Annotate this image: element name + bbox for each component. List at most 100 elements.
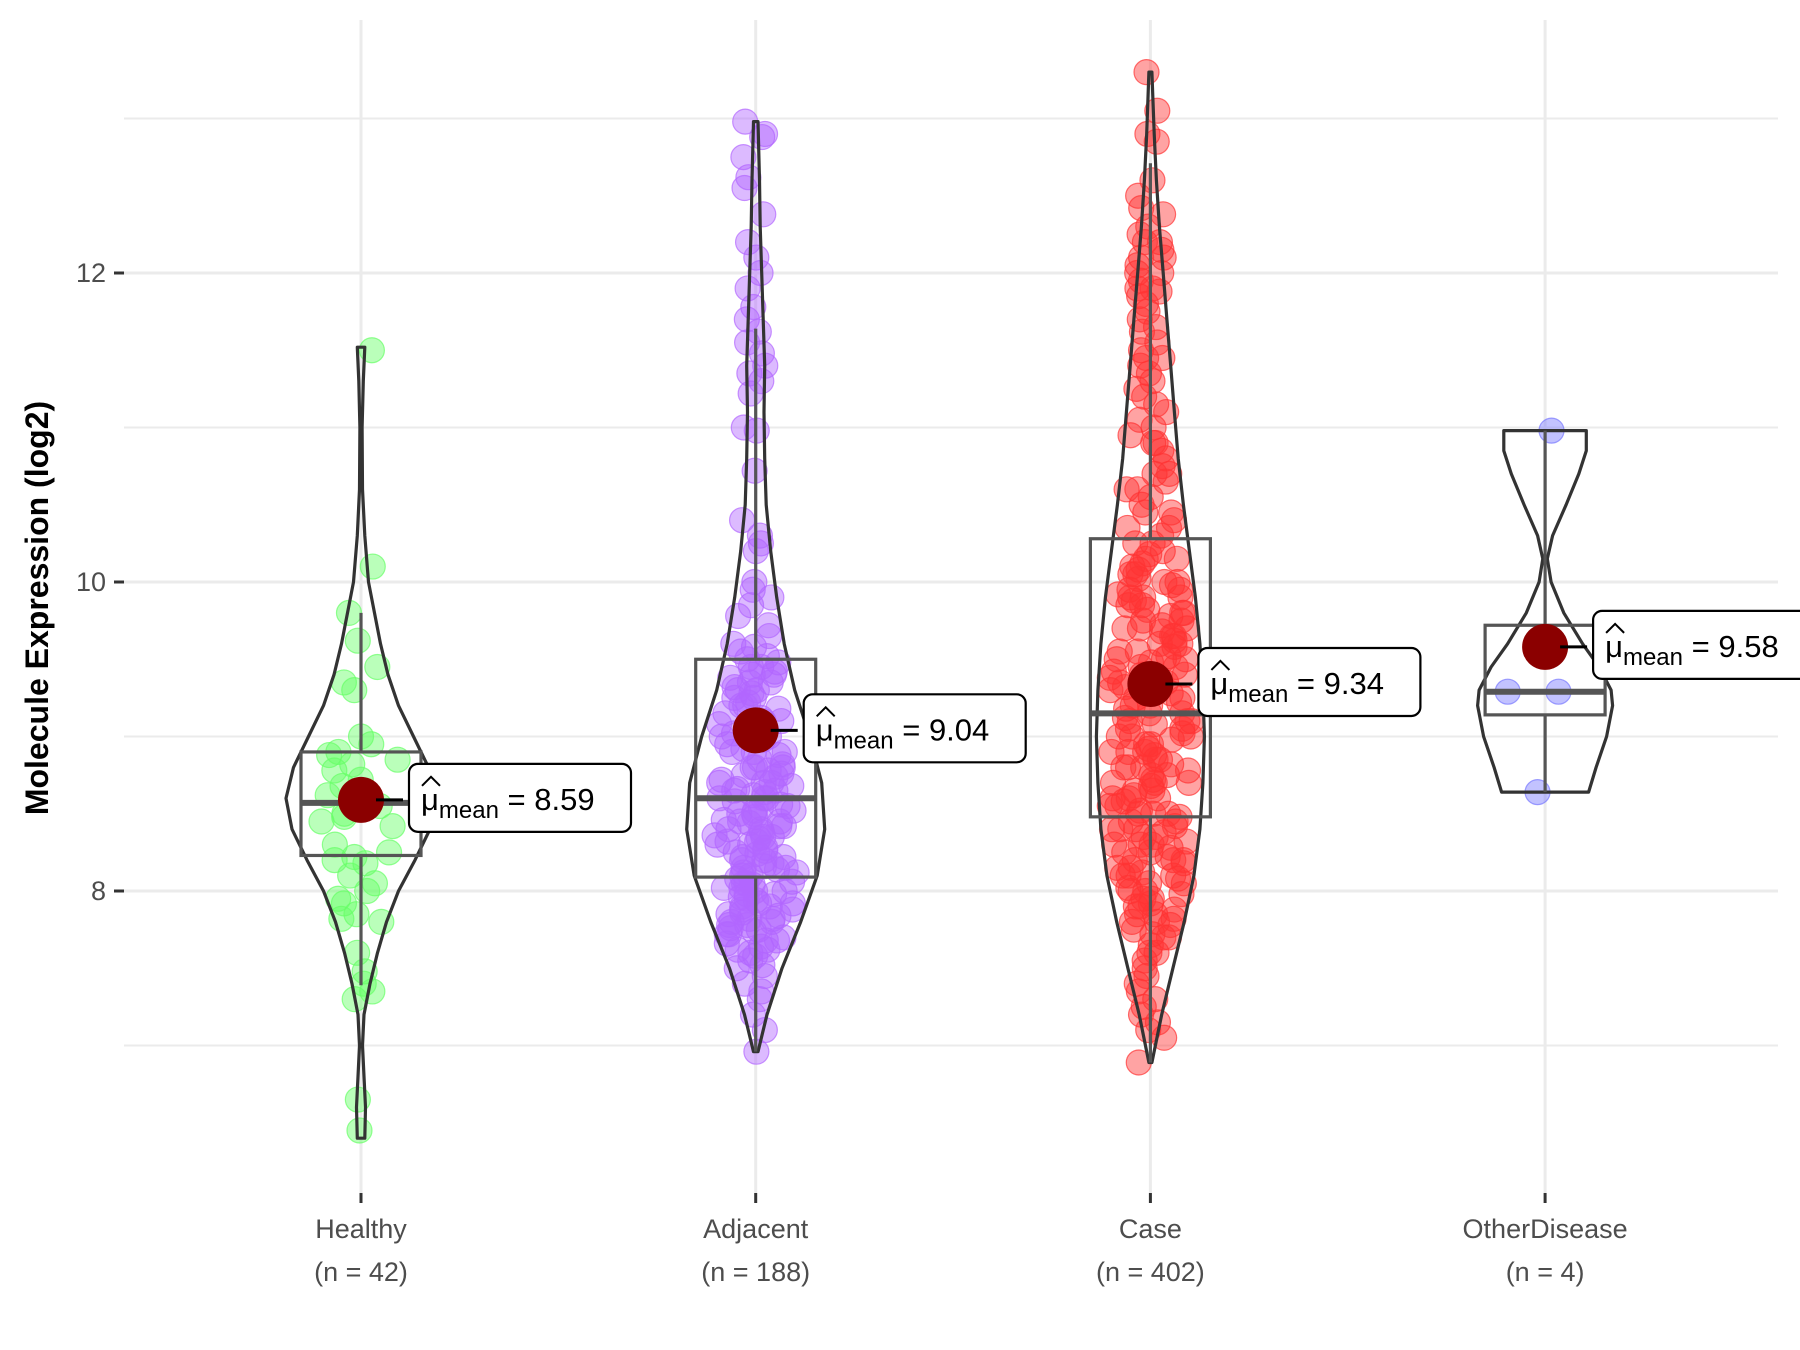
mean-label-box	[1592, 609, 1800, 680]
data-point	[1124, 638, 1151, 665]
data-point	[704, 831, 731, 858]
data-point	[375, 839, 403, 866]
data-point	[343, 901, 370, 928]
mean-value: = 9.34	[1288, 666, 1384, 701]
data-point	[321, 757, 348, 784]
data-point	[730, 144, 757, 171]
data-point	[354, 877, 381, 905]
data-point	[706, 769, 733, 796]
data-point	[1167, 576, 1194, 603]
data-point	[1142, 313, 1170, 341]
x-tick-label: Adjacent	[703, 1214, 809, 1244]
mean-label-text: μmean = 9.58	[1605, 629, 1779, 671]
mean-label-box	[407, 762, 633, 833]
data-point	[730, 762, 757, 789]
data-point	[1175, 769, 1202, 796]
data-point	[1158, 622, 1186, 650]
data-point	[1167, 584, 1194, 611]
jitter-points	[308, 337, 411, 1144]
group-otherdisease: μmean = 9.58	[1476, 417, 1800, 806]
hat-accent-icon	[1210, 659, 1231, 671]
data-point	[1126, 615, 1154, 642]
group-case: μmean = 9.34	[1088, 59, 1422, 1076]
data-point	[1170, 846, 1197, 874]
mean-subscript: mean	[834, 727, 894, 754]
data-point	[779, 890, 806, 917]
mu-symbol: μ	[1210, 666, 1228, 701]
data-point	[736, 905, 763, 932]
data-point	[1132, 545, 1159, 572]
group-adjacent: μmean = 9.04	[685, 108, 1027, 1065]
data-point	[1146, 746, 1174, 773]
x-tick-n-label: (n = 42)	[314, 1257, 408, 1287]
data-point	[1105, 723, 1132, 750]
mu-symbol: μ	[816, 712, 834, 747]
data-point	[1109, 862, 1136, 889]
hat-accent-icon	[815, 705, 836, 718]
data-point	[1111, 615, 1138, 642]
x-tick-n-label: (n = 4)	[1506, 1257, 1585, 1287]
data-point	[730, 854, 757, 881]
data-point	[337, 862, 364, 889]
data-point	[721, 684, 748, 711]
y-axis: 8 10 12	[76, 258, 124, 906]
data-point	[708, 723, 735, 750]
mean-label-text: μmean = 9.34	[1210, 666, 1384, 708]
data-point	[308, 808, 335, 835]
mean-point	[338, 776, 384, 823]
data-point	[769, 754, 796, 781]
group-healthy: μmean = 8.59	[284, 337, 633, 1144]
data-point	[1132, 290, 1160, 317]
y-tick-label: 12	[76, 258, 106, 288]
data-point	[766, 813, 793, 840]
mean-point	[1522, 623, 1569, 670]
data-point	[746, 522, 774, 549]
data-point	[1114, 514, 1141, 542]
mean-label-box	[802, 693, 1027, 764]
data-point	[1132, 738, 1159, 766]
hat-accent-icon	[421, 775, 441, 787]
data-point	[1167, 630, 1194, 657]
data-point	[1156, 460, 1183, 487]
data-point	[763, 927, 791, 954]
data-point	[321, 831, 348, 858]
data-point	[710, 874, 737, 902]
data-point	[754, 936, 781, 963]
mean-point	[732, 707, 779, 754]
violin-outline	[284, 345, 438, 1140]
data-point	[726, 808, 754, 835]
data-point	[1151, 568, 1178, 596]
data-point	[718, 738, 746, 766]
data-point	[783, 859, 810, 886]
y-tick-label: 8	[91, 876, 106, 906]
data-point	[1168, 607, 1195, 634]
data-point	[1139, 530, 1166, 557]
mean-subscript: mean	[439, 797, 499, 824]
data-point	[1158, 499, 1185, 526]
data-point	[1133, 59, 1160, 86]
data-point	[1133, 344, 1160, 372]
mean-label-text: μmean = 8.59	[421, 782, 595, 824]
x-tick-label: Healthy	[315, 1214, 407, 1244]
data-point	[1144, 97, 1171, 124]
plot-panel	[124, 20, 1778, 1193]
mean-subscript: mean	[1228, 681, 1288, 708]
y-tick-label: 10	[76, 567, 106, 597]
data-point	[1128, 318, 1156, 345]
data-point	[739, 754, 766, 781]
data-point	[1125, 800, 1152, 827]
mean-value: = 9.04	[894, 712, 990, 747]
data-point	[1163, 545, 1190, 572]
box-iqr	[694, 657, 818, 879]
data-point	[1117, 422, 1144, 449]
y-axis-title: Molecule Expression (log2)	[19, 401, 55, 815]
data-point	[1127, 831, 1154, 858]
x-tick-n-label: (n = 188)	[701, 1257, 810, 1287]
jitter-points	[1096, 59, 1205, 1076]
mean-point	[1127, 660, 1174, 707]
data-point	[701, 822, 728, 849]
mean-value: = 9.58	[1683, 629, 1779, 664]
data-point	[1115, 785, 1142, 812]
